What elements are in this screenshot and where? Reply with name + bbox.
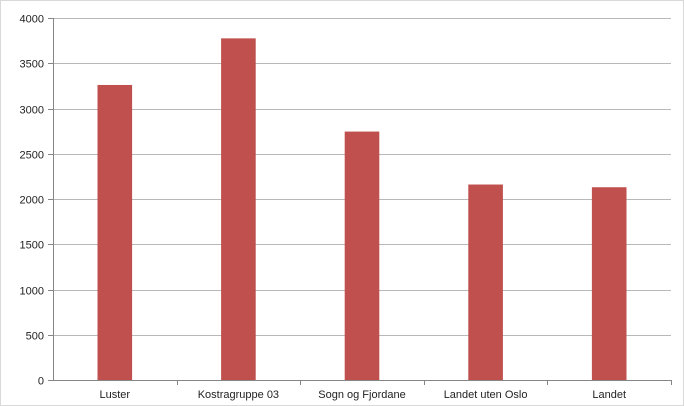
y-tick-label: 2500 (20, 150, 44, 162)
bar (591, 187, 627, 380)
x-tick-label: Luster (100, 389, 131, 401)
y-tick-label: 1000 (20, 286, 44, 298)
y-tick-label: 0 (38, 376, 44, 388)
x-tick-label: Kostragruppe 03 (198, 389, 279, 401)
y-tick-label: 3500 (20, 59, 44, 71)
bar (97, 84, 133, 380)
x-tick-label: Sogn og Fjordane (318, 389, 405, 401)
bar (221, 38, 256, 381)
bar (468, 184, 503, 380)
y-tick-label: 4000 (20, 14, 44, 26)
y-tick-label: 500 (26, 331, 44, 343)
y-tick-label: 3000 (20, 105, 44, 117)
x-tick-label: Landet uten Oslo (444, 389, 528, 401)
axes (48, 18, 672, 385)
y-tick-label: 1500 (20, 240, 44, 252)
bars (97, 38, 627, 381)
axis-labels: 0 500 1000 1500 2000 2500 3000 3500 4000 Luster Ko… (20, 14, 627, 402)
y-tick-label: 2000 (20, 195, 44, 207)
bar (344, 131, 380, 380)
x-tick-label: Landet (592, 389, 626, 401)
